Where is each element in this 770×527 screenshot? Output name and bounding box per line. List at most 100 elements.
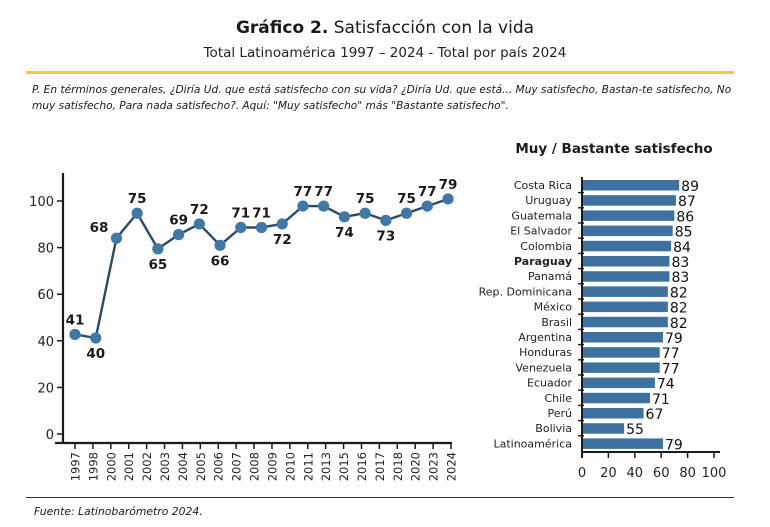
chart-title-number: Gráfico 2.	[235, 18, 329, 38]
bar	[583, 286, 668, 297]
x-tick-label: 2009	[265, 452, 279, 481]
bar-category-label: El Salvador	[510, 225, 572, 238]
bar	[583, 423, 625, 434]
y-tick-label: 60	[37, 288, 54, 303]
x-tick-label: 2002	[140, 452, 154, 481]
y-tick-label: 20	[37, 381, 54, 396]
x-tick-label: 2015	[337, 452, 351, 481]
x-tick-label: 2010	[283, 452, 297, 481]
data-point	[255, 221, 268, 234]
bar-value-label: 67	[646, 407, 664, 423]
y-tick-label: 100	[29, 195, 54, 210]
bar-x-tick-label: 60	[653, 466, 670, 481]
bar	[583, 332, 663, 343]
data-point	[297, 200, 309, 212]
x-tick-label: 2013	[319, 452, 333, 481]
accent-rule	[26, 71, 734, 74]
data-label: 71	[252, 205, 271, 221]
data-label: 77	[314, 184, 333, 200]
data-point	[318, 200, 330, 212]
x-tick-label: 2006	[212, 452, 226, 481]
data-point	[131, 207, 143, 219]
bar-value-label: 82	[670, 301, 688, 317]
data-label: 65	[148, 257, 167, 273]
data-label: 77	[294, 184, 313, 200]
bar-x-tick-label: 20	[600, 466, 617, 481]
data-point	[90, 332, 102, 344]
x-tick-label: 2007	[230, 452, 244, 481]
data-label: 73	[376, 228, 395, 244]
bar-value-label: 55	[626, 422, 644, 438]
data-label: 68	[90, 220, 109, 236]
bar-value-label: 82	[670, 316, 688, 332]
bar-value-label: 79	[665, 437, 683, 453]
data-point	[214, 239, 226, 251]
x-tick-label: 2016	[355, 452, 369, 481]
data-point	[400, 207, 413, 219]
bar	[583, 392, 651, 404]
bar-value-label: 79	[665, 331, 683, 347]
bar-x-tick-label: 100	[702, 466, 727, 481]
bar-category-label: México	[534, 301, 573, 314]
data-label: 75	[356, 191, 375, 207]
x-tick-label: 2004	[176, 452, 190, 481]
data-label: 41	[66, 312, 85, 328]
y-tick-label: 80	[37, 242, 54, 257]
data-point	[235, 221, 247, 234]
bar-value-label: 82	[670, 285, 688, 301]
bar-category-label: Chile	[544, 392, 572, 405]
data-label: 75	[397, 191, 416, 207]
x-tick-label: 2018	[391, 452, 405, 481]
data-point	[173, 229, 185, 241]
bar-category-label: Brasil	[541, 316, 572, 329]
bar-value-label: 71	[652, 392, 670, 408]
data-point	[421, 200, 433, 212]
bar-chart-title: Muy / Bastante satisfecho	[515, 141, 712, 157]
chart-title: Gráfico 2. Satisfacción con la vida	[0, 18, 770, 38]
data-point	[152, 243, 164, 255]
bar-value-label: 86	[676, 209, 694, 225]
bar-category-label: Honduras	[519, 346, 572, 359]
bar	[583, 195, 676, 206]
bar-value-label: 84	[673, 240, 691, 256]
x-tick-label: 2017	[373, 452, 387, 481]
bar-value-label: 74	[657, 377, 675, 393]
bar-category-label: Ecuador	[527, 377, 572, 390]
x-tick-label: 2000	[104, 452, 118, 481]
bar-value-label: 77	[662, 361, 680, 377]
data-label: 77	[418, 184, 437, 200]
bar	[583, 347, 660, 358]
data-point	[110, 232, 123, 244]
data-label: 75	[128, 191, 147, 207]
bar	[583, 438, 663, 449]
data-point	[193, 218, 205, 230]
data-label: 72	[273, 232, 292, 248]
chart-title-text: Satisfacción con la vida	[328, 18, 535, 38]
data-label: 40	[86, 346, 105, 362]
bar-x-tick-label: 40	[627, 466, 644, 481]
bar-category-label: Costa Rica	[514, 179, 572, 192]
bar-category-label: Bolivia	[535, 422, 572, 435]
data-label: 69	[169, 213, 188, 229]
bar	[583, 256, 670, 267]
x-tick-label: 1998	[86, 452, 100, 481]
bar-value-label: 83	[671, 255, 689, 271]
bar-value-label: 77	[662, 346, 680, 362]
bar-value-label: 87	[678, 194, 696, 210]
bar	[583, 271, 670, 282]
data-label: 71	[231, 205, 250, 221]
footer-rule	[26, 497, 734, 498]
data-label: 66	[211, 253, 230, 269]
bar	[583, 316, 668, 328]
bar-category-label: Latinoamérica	[493, 437, 572, 450]
bar-value-label: 89	[681, 179, 699, 195]
x-tick-label: 2008	[248, 452, 262, 481]
survey-question: P. En términos generales, ¿Diría Ud. que…	[32, 84, 732, 112]
x-tick-label: 2020	[409, 452, 423, 481]
bar-category-label: Colombia	[520, 240, 572, 253]
data-point	[338, 211, 350, 223]
bar	[583, 225, 673, 237]
x-tick-label: 2005	[194, 452, 208, 481]
data-label: 74	[335, 225, 354, 241]
